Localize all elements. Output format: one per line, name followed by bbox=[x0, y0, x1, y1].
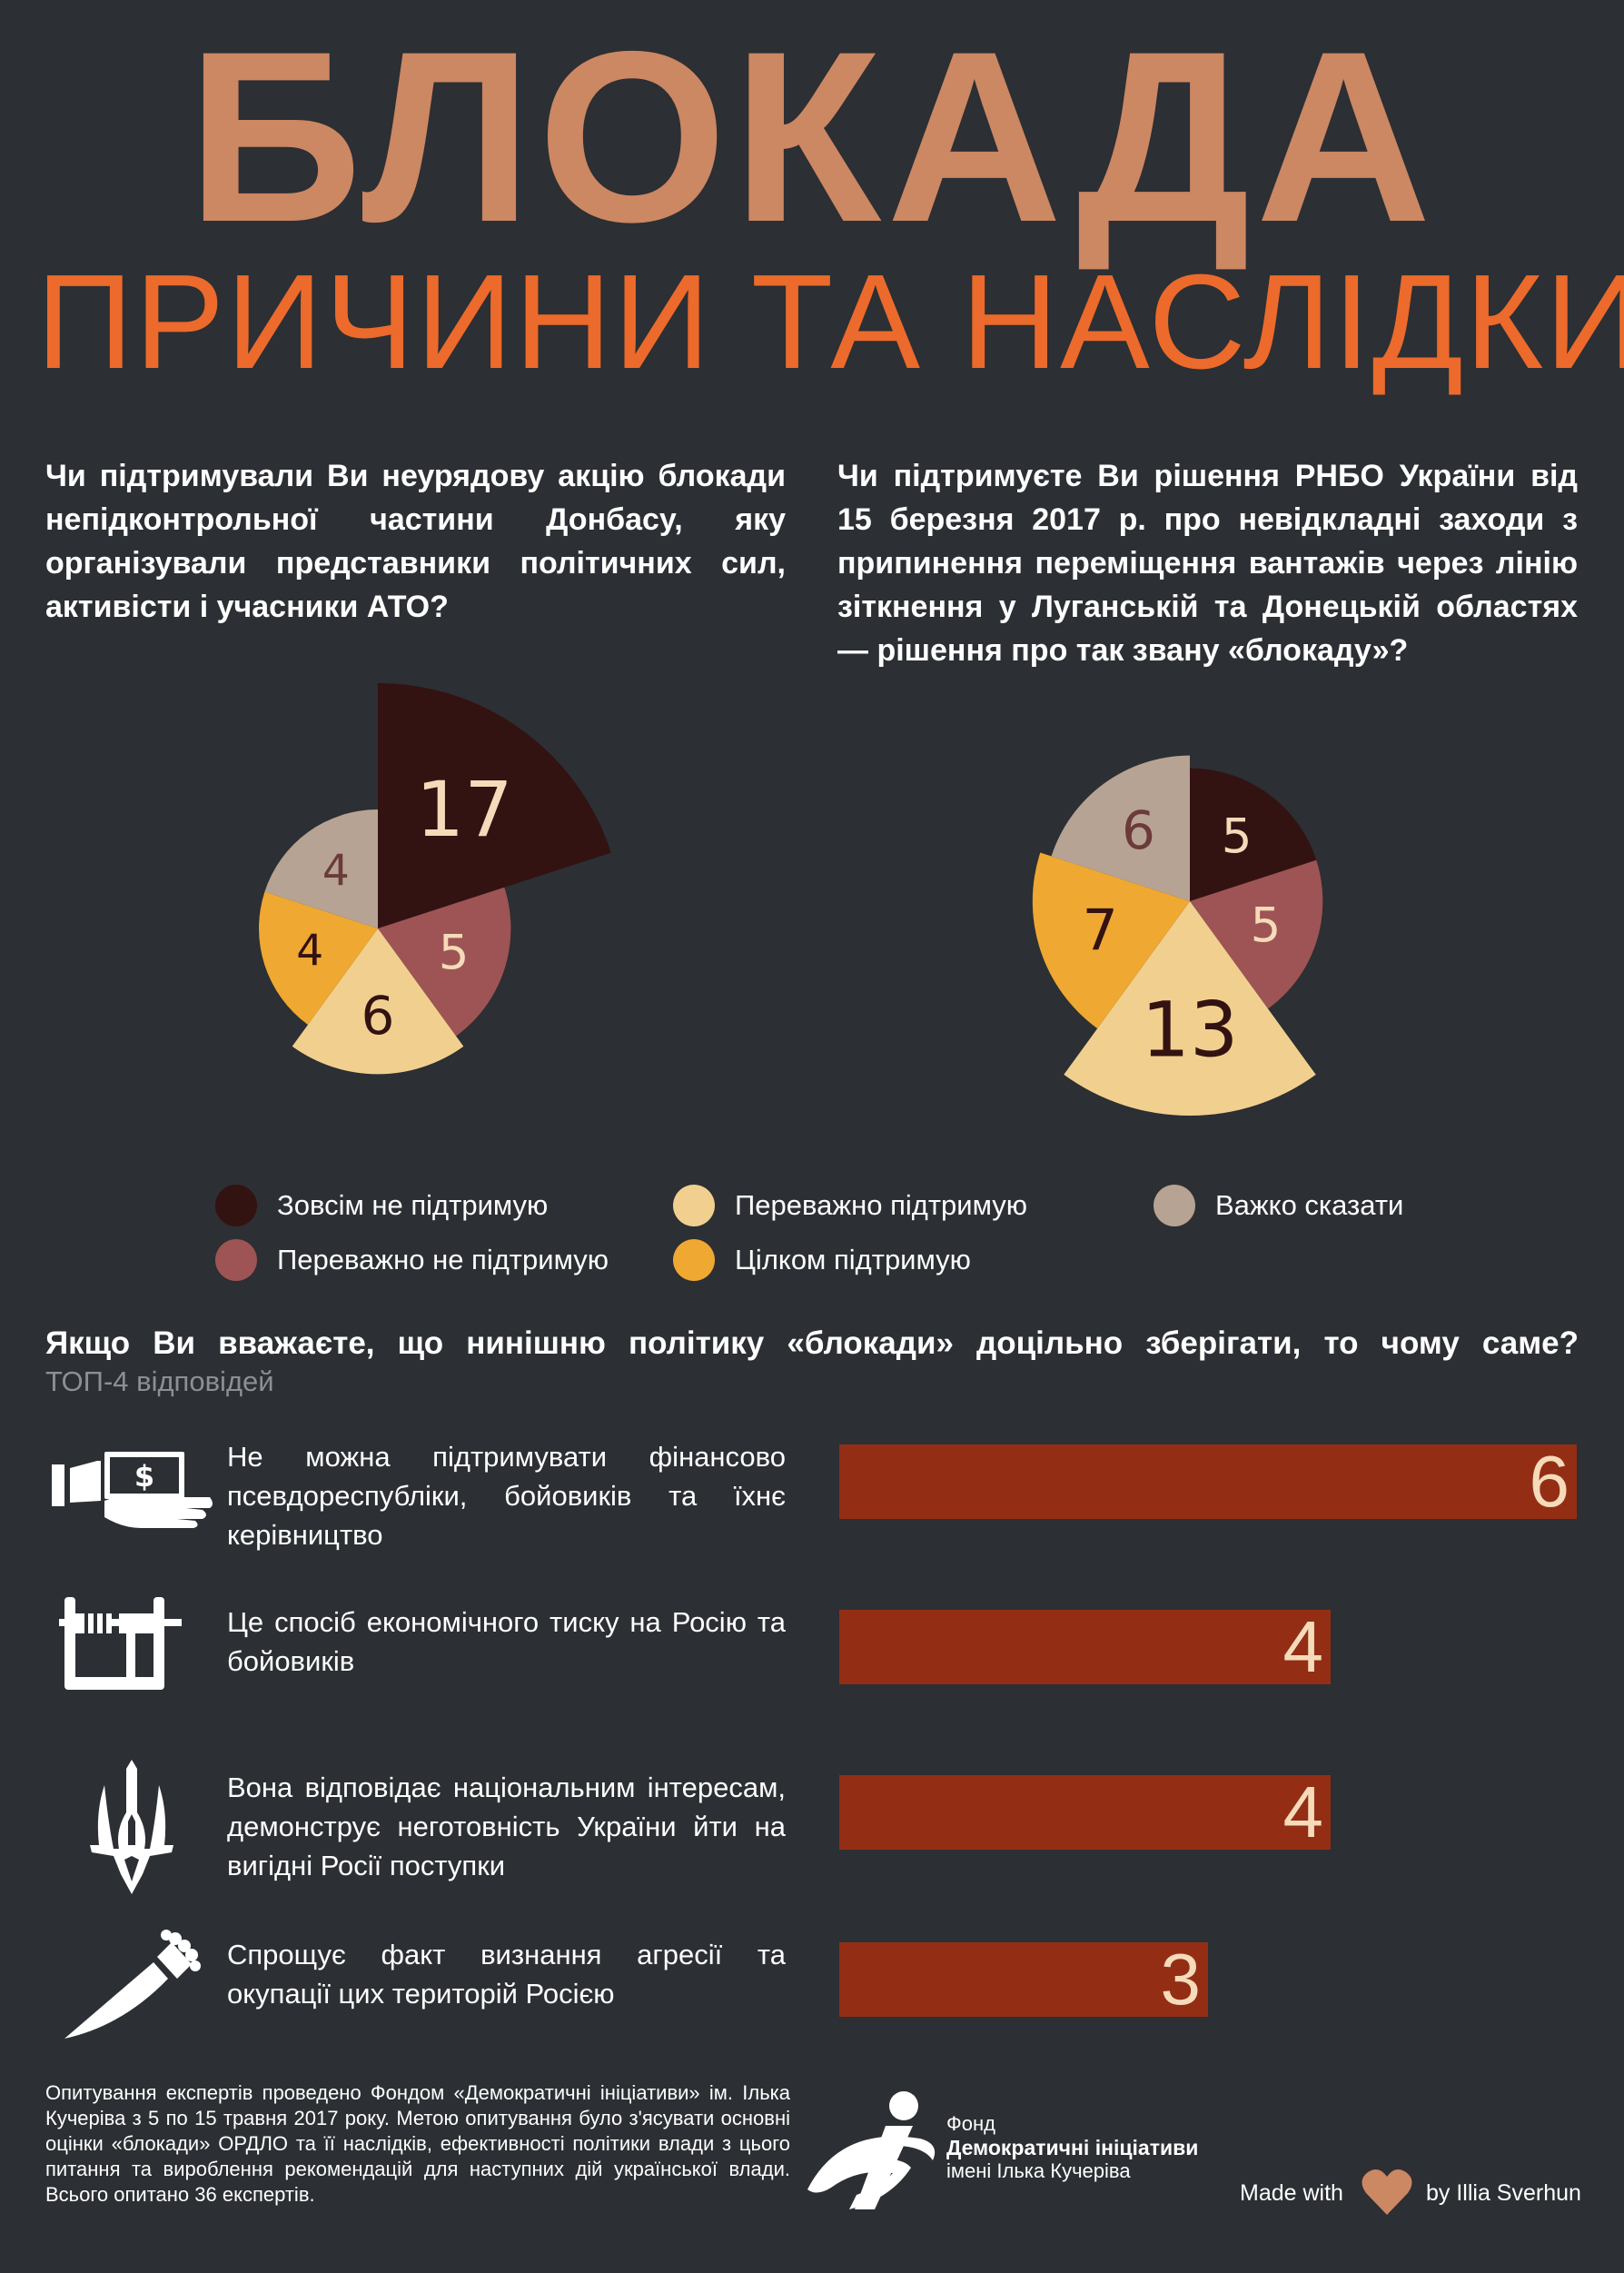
page-title: БЛОКАДА bbox=[187, 0, 1437, 273]
fund-line-2: Демократичні ініціативи bbox=[946, 2136, 1199, 2159]
reason-bar-4: 3 bbox=[839, 1942, 1208, 2017]
legend-swatch-1 bbox=[215, 1185, 257, 1226]
pie2-value-label-5: 6 bbox=[1122, 799, 1155, 861]
reason-bar-value-2: 4 bbox=[1282, 1606, 1324, 1687]
pie2-slice-4 bbox=[1032, 852, 1190, 1029]
pie1-value-label-5: 4 bbox=[322, 846, 350, 896]
question-2: Чи підтримуєте Ви рішення РНБО України в… bbox=[837, 459, 1578, 668]
pie1-slice-4 bbox=[259, 891, 378, 1025]
legend-item-1: Зовсім не підтримую bbox=[215, 1183, 548, 1228]
reason-text-4: Спрощує факт визнання агресії та окупаці… bbox=[227, 1939, 786, 2010]
reason-bar-1: 6 bbox=[839, 1444, 1577, 1519]
author-credit: by Illia Sverhun bbox=[1426, 2180, 1581, 2206]
legend-item-2: Переважно не підтримую bbox=[215, 1237, 609, 1283]
reason-text-1: Не можна підтримувати фінансово псевдоре… bbox=[227, 1441, 786, 1551]
survey-footnote: Опитування експертів проведено Фондом «Д… bbox=[45, 2081, 790, 2206]
pie1-value-label-3: 6 bbox=[361, 985, 395, 1047]
pie1-value-label-2: 5 bbox=[439, 926, 470, 981]
legend-item-3: Переважно підтримую bbox=[673, 1183, 1027, 1228]
knife-icon bbox=[64, 1930, 201, 2039]
reason-bar-value-4: 3 bbox=[1160, 1939, 1202, 2020]
legend-label-1: Зовсім не підтримую bbox=[277, 1189, 549, 1221]
pie2-value-label-4: 7 bbox=[1082, 898, 1117, 964]
pie2-slice-1 bbox=[1190, 768, 1317, 901]
question-3: Якщо Ви вважаєте, що нинішню політику «б… bbox=[45, 1325, 1579, 1361]
fund-logo-icon bbox=[807, 2091, 936, 2209]
trident-icon bbox=[90, 1760, 173, 1894]
pie1-slice-1 bbox=[378, 683, 611, 928]
reason-bar-value-3: 4 bbox=[1282, 1772, 1324, 1852]
reason-bar-value-1: 6 bbox=[1529, 1441, 1570, 1522]
pie2-value-label-2: 5 bbox=[1251, 898, 1282, 954]
question-1: Чи підтримували Ви неурядову акцію блока… bbox=[45, 459, 786, 624]
fund-name: Фонд Демократичні ініціативи імені Ілька… bbox=[946, 2112, 1198, 2183]
legend-label-3: Переважно підтримую bbox=[735, 1189, 1028, 1221]
pie2-value-label-1: 5 bbox=[1222, 809, 1253, 864]
legend-swatch-3 bbox=[673, 1185, 715, 1226]
pie2-value-label-3: 13 bbox=[1142, 986, 1239, 1075]
legend-swatch-2 bbox=[215, 1239, 257, 1281]
legend-label-2: Переважно не підтримую bbox=[277, 1244, 609, 1275]
page-subtitle: ПРИЧИНИ ТА НАСЛІДКИ bbox=[36, 247, 1624, 397]
legend-label-5: Важко сказати bbox=[1215, 1189, 1404, 1221]
legend-item-5: Важко сказати bbox=[1154, 1183, 1403, 1228]
money-hand-icon: $ bbox=[52, 1452, 213, 1528]
made-with-label: Made with bbox=[1240, 2180, 1343, 2206]
legend-swatch-5 bbox=[1154, 1185, 1195, 1226]
reason-text-2: Це спосіб економічного тиску на Росію та… bbox=[227, 1606, 786, 1677]
pie1-slice-3 bbox=[292, 928, 464, 1075]
pie2-slice-3 bbox=[1064, 901, 1316, 1117]
legend-label-4: Цілком підтримую bbox=[735, 1244, 971, 1275]
fund-line-1: Фонд bbox=[946, 2112, 995, 2135]
reason-text-3: Вона відповідає національним інтересам, … bbox=[227, 1772, 786, 1881]
question-3-subtitle: ТОП-4 відповідей bbox=[45, 1365, 274, 1397]
vise-icon bbox=[59, 1597, 182, 1690]
legend-swatch-4 bbox=[673, 1239, 715, 1281]
reason-bar-3: 4 bbox=[839, 1775, 1331, 1850]
fund-line-3: імені Ілька Кучеріва bbox=[946, 2159, 1131, 2182]
pie1-value-label-4: 4 bbox=[296, 926, 323, 976]
svg-text:$: $ bbox=[134, 1459, 154, 1494]
heart-icon bbox=[1362, 2169, 1412, 2215]
pie2-slice-2 bbox=[1190, 859, 1323, 1009]
legend-item-4: Цілком підтримую bbox=[673, 1237, 971, 1283]
reason-bar-2: 4 bbox=[839, 1610, 1331, 1684]
pie1-slice-5 bbox=[264, 809, 378, 928]
pie1-slice-2 bbox=[378, 887, 511, 1037]
pie1-value-label-1: 17 bbox=[416, 765, 513, 854]
pie2-slice-5 bbox=[1051, 755, 1190, 901]
